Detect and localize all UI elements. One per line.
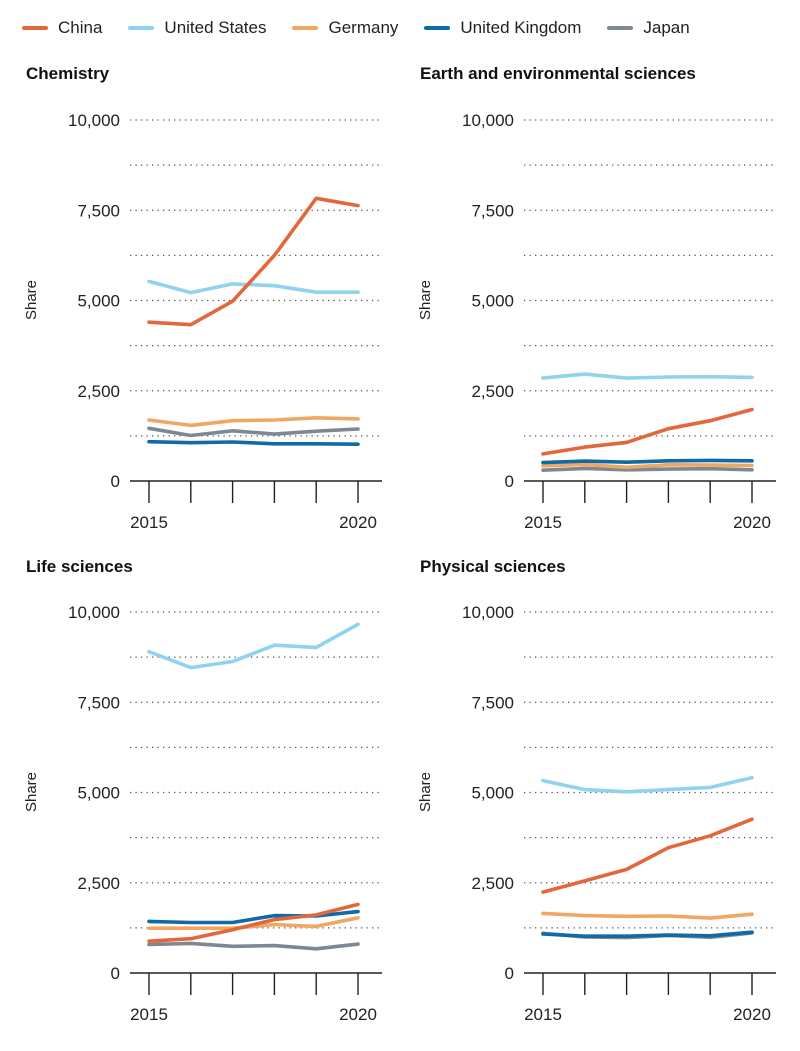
legend-swatch-united-kingdom bbox=[424, 26, 451, 30]
y-axis-title: Share bbox=[417, 772, 434, 812]
series-line-china bbox=[541, 407, 754, 456]
y-tick-label: 0 bbox=[505, 964, 514, 983]
y-tick-label: 7,500 bbox=[471, 693, 514, 712]
series-line-china bbox=[541, 817, 754, 894]
x-tick-label: 2015 bbox=[524, 513, 562, 532]
x-tick-label: 2015 bbox=[130, 513, 168, 532]
legend-label-china: China bbox=[58, 18, 103, 37]
y-tick-label: 0 bbox=[111, 472, 120, 491]
legend-item-united-kingdom: United Kingdom bbox=[424, 18, 581, 38]
y-tick-label: 7,500 bbox=[471, 201, 514, 220]
y-axis-title: Share bbox=[23, 280, 40, 320]
panel-title-physical-sciences: Physical sciences bbox=[420, 557, 566, 576]
legend-label-united-states: United States bbox=[164, 18, 267, 37]
series-line-germany bbox=[541, 462, 754, 470]
series-line-japan bbox=[147, 426, 360, 438]
x-tick-label: 2020 bbox=[339, 1005, 377, 1024]
y-tick-label: 5,000 bbox=[471, 292, 514, 311]
series-line-united-states bbox=[147, 622, 360, 670]
y-tick-label: 0 bbox=[111, 964, 120, 983]
y-tick-label: 5,000 bbox=[77, 784, 120, 803]
panel-chemistry: 0 2,500 5,000 7,500 10,000 2015 2020 Share bbox=[23, 111, 382, 532]
legend-item-germany: Germany bbox=[292, 18, 398, 38]
series-line-china bbox=[147, 902, 360, 944]
x-tick-label: 2015 bbox=[130, 1005, 168, 1024]
series-line-china bbox=[147, 196, 360, 327]
x-tick-label: 2020 bbox=[733, 513, 771, 532]
y-tick-label: 10,000 bbox=[68, 603, 120, 622]
legend-swatch-japan bbox=[607, 26, 634, 30]
y-tick-label: 2,500 bbox=[471, 874, 514, 893]
series-line-united-states bbox=[541, 372, 754, 380]
legend-label-united-kingdom: United Kingdom bbox=[460, 18, 582, 37]
y-tick-label: 10,000 bbox=[68, 111, 120, 130]
y-tick-label: 10,000 bbox=[462, 603, 514, 622]
y-axis-title: Share bbox=[417, 280, 434, 320]
panel-title-chemistry: Chemistry bbox=[26, 64, 110, 83]
y-tick-label: 0 bbox=[505, 472, 514, 491]
panel-title-earth-environmental: Earth and environmental sciences bbox=[420, 64, 696, 83]
panel-life-sciences: 0 2,500 5,000 7,500 10,000 2015 2020 Share bbox=[23, 603, 382, 1024]
y-tick-label: 5,000 bbox=[471, 784, 514, 803]
x-tick-label: 2020 bbox=[339, 513, 377, 532]
series-line-japan bbox=[147, 941, 360, 951]
legend-swatch-united-states bbox=[128, 26, 155, 30]
y-tick-label: 5,000 bbox=[77, 292, 120, 311]
y-tick-label: 2,500 bbox=[77, 382, 120, 401]
legend-item-japan: Japan bbox=[607, 18, 690, 38]
y-tick-label: 10,000 bbox=[462, 111, 514, 130]
y-tick-label: 2,500 bbox=[471, 382, 514, 401]
series-line-united-kingdom bbox=[541, 930, 754, 939]
y-axis-title: Share bbox=[23, 772, 40, 812]
series-line-united-kingdom bbox=[147, 439, 360, 447]
series-line-germany bbox=[147, 415, 360, 428]
panel-title-life-sciences: Life sciences bbox=[26, 557, 133, 576]
legend-label-japan: Japan bbox=[643, 18, 690, 37]
panel-earth-and-environmental-sciences: 0 2,500 5,000 7,500 10,000 2015 2020 Share bbox=[417, 111, 776, 532]
legend-label-germany: Germany bbox=[328, 18, 399, 37]
series-line-united-kingdom bbox=[147, 909, 360, 925]
y-tick-label: 2,500 bbox=[77, 874, 120, 893]
legend-swatch-germany bbox=[292, 26, 319, 30]
legend-item-china: China bbox=[22, 18, 102, 38]
series-line-united-states bbox=[147, 279, 360, 295]
series-line-japan bbox=[541, 466, 754, 473]
series-line-germany bbox=[541, 911, 754, 920]
y-tick-label: 7,500 bbox=[77, 693, 120, 712]
series-line-united-states bbox=[541, 775, 754, 794]
x-tick-label: 2015 bbox=[524, 1005, 562, 1024]
legend-swatch-china bbox=[22, 26, 48, 30]
series-line-united-kingdom bbox=[541, 458, 754, 465]
legend-item-united-states: United States bbox=[128, 18, 266, 38]
x-tick-label: 2020 bbox=[733, 1005, 771, 1024]
panel-physical-sciences: 0 2,500 5,000 7,500 10,000 2015 2020 Share bbox=[417, 603, 776, 1024]
y-tick-label: 7,500 bbox=[77, 201, 120, 220]
legend: China United States Germany United Kingdom J… bbox=[22, 14, 690, 42]
